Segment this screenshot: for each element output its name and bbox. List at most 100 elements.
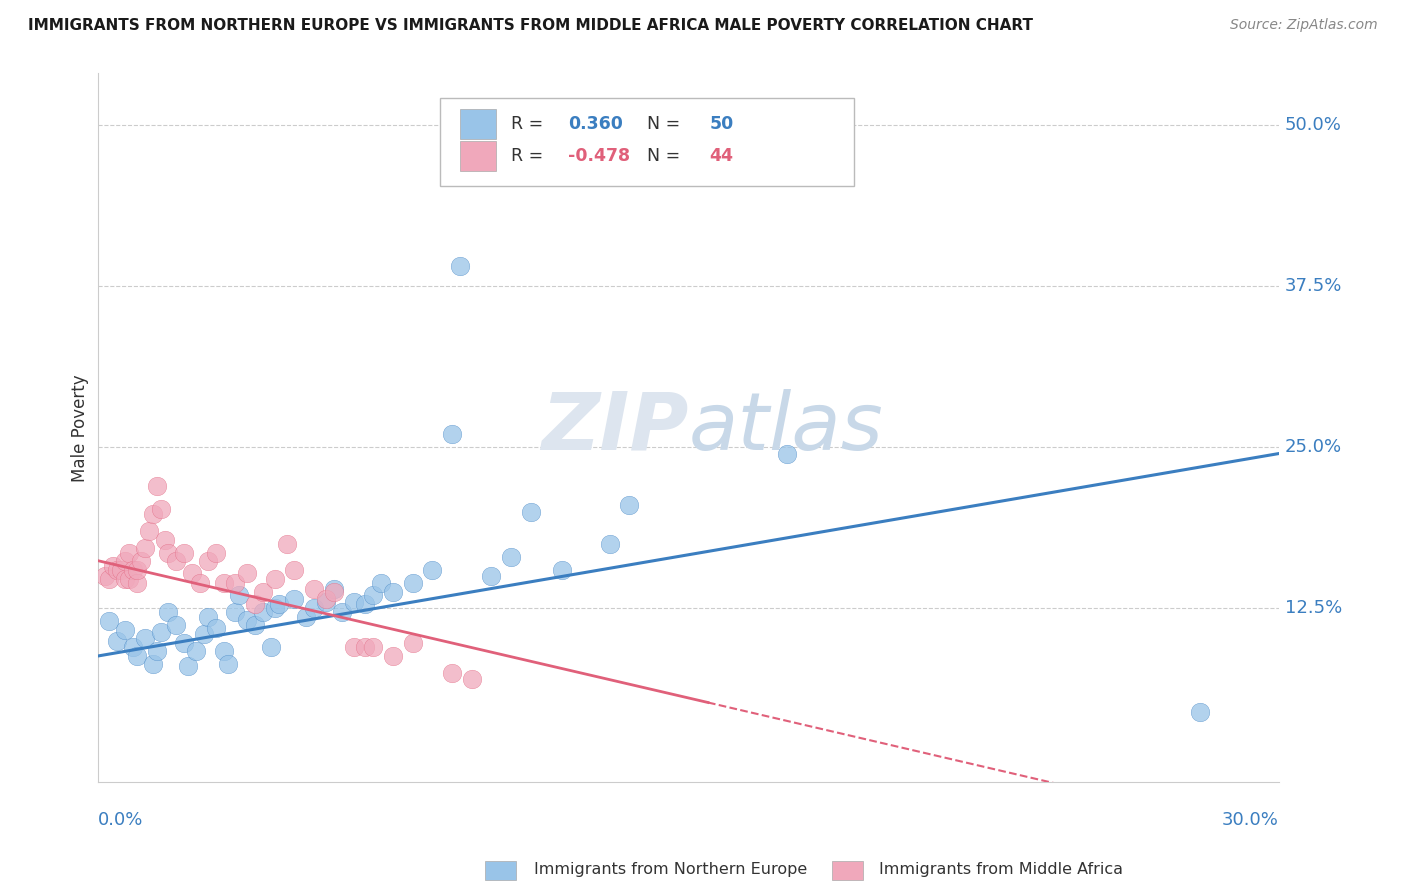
Point — [145, 479, 167, 493]
Point — [138, 524, 160, 538]
Point — [149, 502, 172, 516]
Point — [322, 582, 344, 596]
Point — [252, 605, 274, 619]
Point — [460, 673, 482, 687]
Text: 50.0%: 50.0% — [1285, 116, 1341, 134]
Point — [125, 563, 148, 577]
Point — [98, 614, 121, 628]
Point — [243, 598, 266, 612]
Point — [142, 507, 165, 521]
Text: 0.360: 0.360 — [568, 115, 623, 133]
Point — [283, 592, 305, 607]
Point — [145, 644, 167, 658]
Point — [181, 566, 204, 581]
Point — [114, 624, 136, 638]
Point — [449, 260, 471, 274]
Point — [134, 631, 156, 645]
Point — [315, 595, 337, 609]
Y-axis label: Male Poverty: Male Poverty — [72, 374, 89, 482]
Point — [243, 618, 266, 632]
Point — [118, 546, 141, 560]
Point — [330, 605, 353, 619]
Text: Immigrants from Middle Africa: Immigrants from Middle Africa — [879, 863, 1123, 877]
Point — [173, 546, 195, 560]
Point — [98, 572, 121, 586]
Text: 0.0%: 0.0% — [97, 811, 143, 829]
Point — [440, 427, 463, 442]
Point — [217, 657, 239, 671]
FancyBboxPatch shape — [440, 98, 853, 186]
Text: N =: N = — [647, 115, 686, 133]
Text: R =: R = — [510, 147, 548, 165]
Point — [236, 613, 259, 627]
Point — [263, 572, 285, 586]
Point — [129, 553, 152, 567]
Text: 44: 44 — [710, 147, 734, 165]
Point — [157, 546, 180, 560]
Text: 37.5%: 37.5% — [1285, 277, 1343, 295]
Point — [440, 665, 463, 680]
Point — [114, 553, 136, 567]
Point — [165, 553, 187, 567]
Point — [110, 563, 132, 577]
Text: 12.5%: 12.5% — [1285, 599, 1343, 617]
Point — [401, 575, 423, 590]
Point — [276, 537, 298, 551]
Point — [252, 584, 274, 599]
Point — [283, 563, 305, 577]
Point — [401, 636, 423, 650]
Point — [197, 553, 219, 567]
Point — [125, 648, 148, 663]
Point — [420, 563, 443, 577]
FancyBboxPatch shape — [460, 141, 496, 171]
Point — [315, 592, 337, 607]
Text: 30.0%: 30.0% — [1222, 811, 1279, 829]
Point — [381, 648, 404, 663]
Text: R =: R = — [510, 115, 548, 133]
Point — [193, 627, 215, 641]
Point — [302, 601, 325, 615]
Point — [354, 640, 377, 654]
Text: 25.0%: 25.0% — [1285, 438, 1341, 456]
Point — [302, 582, 325, 596]
Point — [1189, 705, 1212, 719]
Text: ZIP: ZIP — [541, 389, 689, 467]
Point — [263, 601, 285, 615]
Point — [776, 446, 799, 460]
Point — [599, 537, 621, 551]
Point — [122, 563, 145, 577]
Point — [381, 584, 404, 599]
Point — [370, 575, 392, 590]
Point — [197, 610, 219, 624]
Point — [224, 575, 246, 590]
Point — [619, 498, 641, 512]
Point — [479, 569, 502, 583]
Point — [204, 621, 226, 635]
Point — [173, 636, 195, 650]
Text: atlas: atlas — [689, 389, 883, 467]
Point — [105, 563, 128, 577]
Point — [149, 624, 172, 639]
Text: N =: N = — [647, 147, 686, 165]
Point — [103, 558, 125, 573]
Point — [114, 572, 136, 586]
Point — [204, 546, 226, 560]
Point — [519, 505, 541, 519]
Point — [224, 605, 246, 619]
Point — [212, 644, 235, 658]
Point — [342, 595, 364, 609]
Point — [122, 640, 145, 654]
Point — [94, 569, 117, 583]
Point — [354, 598, 377, 612]
Point — [295, 610, 318, 624]
Point — [322, 584, 344, 599]
Point — [267, 598, 290, 612]
Point — [499, 549, 522, 564]
Point — [236, 566, 259, 581]
Point — [260, 640, 283, 654]
Point — [118, 572, 141, 586]
Point — [153, 533, 176, 547]
Point — [361, 589, 384, 603]
Point — [105, 633, 128, 648]
Text: 50: 50 — [710, 115, 734, 133]
